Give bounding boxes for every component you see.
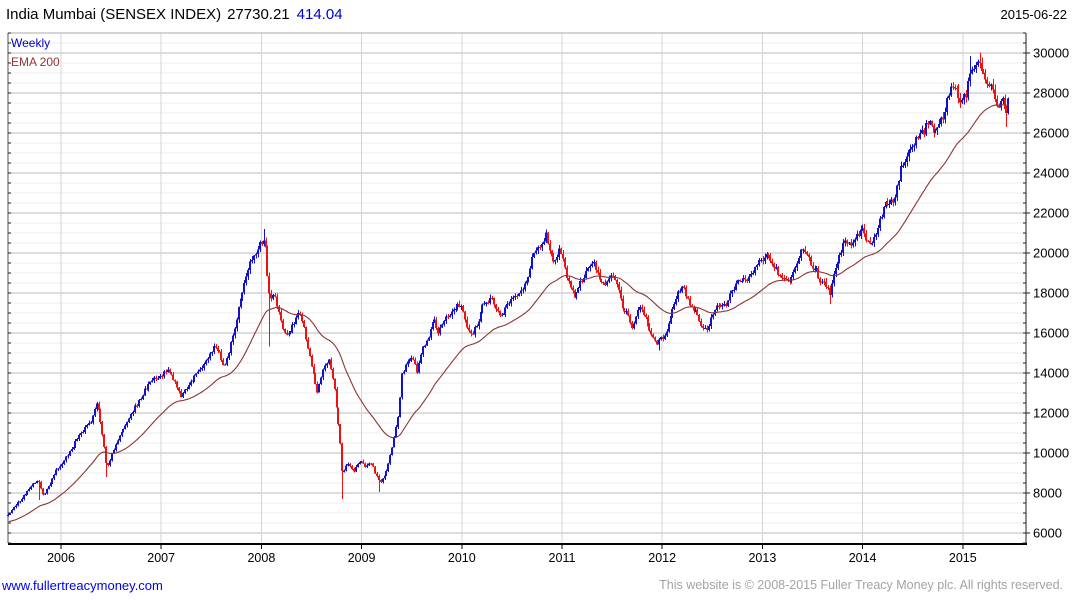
svg-text:10000: 10000 — [1033, 446, 1069, 461]
svg-text:2015: 2015 — [949, 551, 977, 565]
grid-major — [8, 52, 1026, 534]
svg-text:24000: 24000 — [1033, 166, 1069, 181]
ema-200-line — [8, 104, 1009, 523]
last-price: 27730.21 — [227, 6, 290, 23]
svg-text:2006: 2006 — [47, 551, 75, 565]
legend-weekly-label: Weekly — [11, 36, 51, 50]
svg-text:8000: 8000 — [1033, 486, 1062, 501]
svg-text:2009: 2009 — [348, 551, 376, 565]
as-of-date: 2015-06-22 — [1000, 7, 1068, 22]
page-title: India Mumbai (SENSEX INDEX) 27730.21 414.0… — [6, 6, 343, 23]
svg-text:2012: 2012 — [648, 551, 676, 565]
svg-text:12000: 12000 — [1033, 406, 1069, 421]
svg-text:2008: 2008 — [247, 551, 275, 565]
price-change: 414.04 — [296, 6, 343, 23]
axis-labels: 30000 28000 26000 24000 22000 20000 18000 16000… — [47, 46, 1069, 566]
svg-text:2014: 2014 — [849, 551, 877, 565]
svg-text:28000: 28000 — [1033, 86, 1069, 101]
svg-text:6000: 6000 — [1033, 526, 1062, 541]
instrument-name: India Mumbai (SENSEX INDEX) — [6, 6, 222, 23]
svg-text:2010: 2010 — [448, 551, 476, 565]
grid-years — [60, 33, 964, 543]
plot-frame — [7, 32, 1027, 545]
axis-ticks — [8, 32, 1030, 549]
copyright-text: This website is © 2008-2015 Fuller Treac… — [659, 578, 1063, 592]
svg-text:2007: 2007 — [147, 551, 175, 565]
svg-text:26000: 26000 — [1033, 126, 1069, 141]
svg-text:22000: 22000 — [1033, 206, 1069, 221]
svg-text:16000: 16000 — [1033, 326, 1069, 341]
svg-text:2011: 2011 — [549, 551, 576, 565]
svg-text:2013: 2013 — [748, 551, 776, 565]
chart-legend: Weekly EMA 200 — [11, 34, 60, 72]
weekly-candles — [7, 52, 1009, 517]
svg-text:18000: 18000 — [1033, 286, 1069, 301]
legend-ema-label: EMA 200 — [11, 55, 60, 69]
svg-text:30000: 30000 — [1033, 46, 1069, 61]
svg-text:14000: 14000 — [1033, 366, 1069, 381]
website-link[interactable]: www.fullertreacymoney.com — [2, 578, 163, 593]
svg-text:20000: 20000 — [1033, 246, 1069, 261]
